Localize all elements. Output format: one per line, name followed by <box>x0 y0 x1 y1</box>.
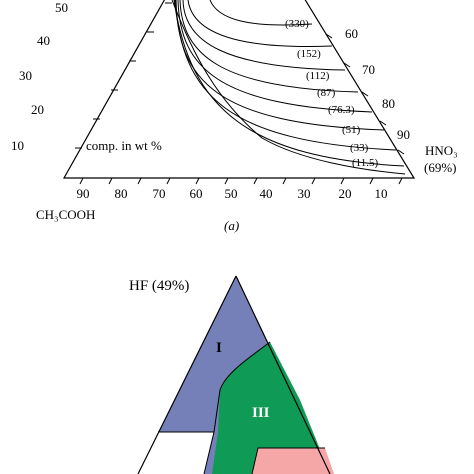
contour-label: (152) <box>297 48 321 60</box>
region-label-i: I <box>216 340 222 356</box>
contour-line <box>209 0 313 26</box>
bottom-tick-label: 80 <box>115 186 128 201</box>
right-tick-label: 60 <box>345 26 358 41</box>
region-iii <box>212 342 330 474</box>
contour-line <box>174 0 397 151</box>
region-label-iii: III <box>252 405 270 421</box>
left-tick-label: 20 <box>31 102 44 117</box>
left-tick-label: 30 <box>19 68 32 83</box>
left-tick-labels-a: 50 40 30 20 10 <box>11 0 68 153</box>
bottom-tick-label: 90 <box>77 186 90 201</box>
left-tick-label: 50 <box>55 0 68 15</box>
panel-b: HF (49%) I III <box>129 275 334 474</box>
left-ticks-a <box>75 2 172 149</box>
panel-caption-a: (a) <box>224 218 239 233</box>
right-ticks-a <box>325 33 405 155</box>
bottom-tick-label: 10 <box>375 186 388 201</box>
corner-label-right-2: (69%) <box>424 160 457 175</box>
contour-label: (11.5) <box>352 157 379 169</box>
contour-labels-a: (330) (152) (112) (87) (76.3) (51) (33) … <box>285 18 379 169</box>
apex-label-b: HF (49%) <box>129 278 189 294</box>
contour-label: (33) <box>350 142 369 154</box>
contour-label: (112) <box>306 70 330 82</box>
contour-line <box>177 0 373 113</box>
boundary-curve-a <box>171 0 406 175</box>
contour-label: (87) <box>317 87 336 99</box>
right-tick-label: 90 <box>397 127 410 142</box>
contour-line <box>182 0 346 71</box>
bottom-tick-label: 30 <box>298 186 311 201</box>
boundary-line-b <box>158 341 271 474</box>
bottom-tick-label: 50 <box>225 186 238 201</box>
composition-note: comp. in wt % <box>86 138 162 153</box>
left-tick-label: 10 <box>11 138 24 153</box>
bottom-tick-label: 70 <box>153 186 166 201</box>
right-tick-label: 70 <box>362 62 375 77</box>
bottom-tick-label: 20 <box>339 186 352 201</box>
ternary-frame-b <box>137 275 331 474</box>
bottom-tick-labels-a: 90 80 70 60 50 40 30 20 10 <box>77 186 388 201</box>
contours-a <box>173 0 405 167</box>
contour-line <box>173 0 405 167</box>
pink-boundary-b <box>251 447 325 474</box>
ternary-frame-a <box>62 0 416 179</box>
right-tick-labels-a: 60 70 80 90 <box>345 26 410 142</box>
contour-line <box>179 0 359 93</box>
bottom-tick-label: 60 <box>190 186 203 201</box>
region-pink <box>252 448 334 474</box>
corner-label-right-1: HNO₃ <box>425 143 458 158</box>
region-white <box>138 432 214 474</box>
contour-label: (330) <box>285 18 309 30</box>
corner-label-bottom-left: CH₃COOH <box>36 207 95 222</box>
contour-label: (51) <box>342 124 361 136</box>
left-tick-label: 40 <box>37 33 50 48</box>
right-tick-label: 80 <box>382 96 395 111</box>
contour-line <box>187 0 333 47</box>
panel-a: (330) (152) (112) (87) (76.3) (51) (33) … <box>11 0 458 233</box>
bottom-ticks-a <box>79 177 403 185</box>
bottom-tick-label: 40 <box>260 186 273 201</box>
contour-label: (76.3) <box>328 104 355 116</box>
